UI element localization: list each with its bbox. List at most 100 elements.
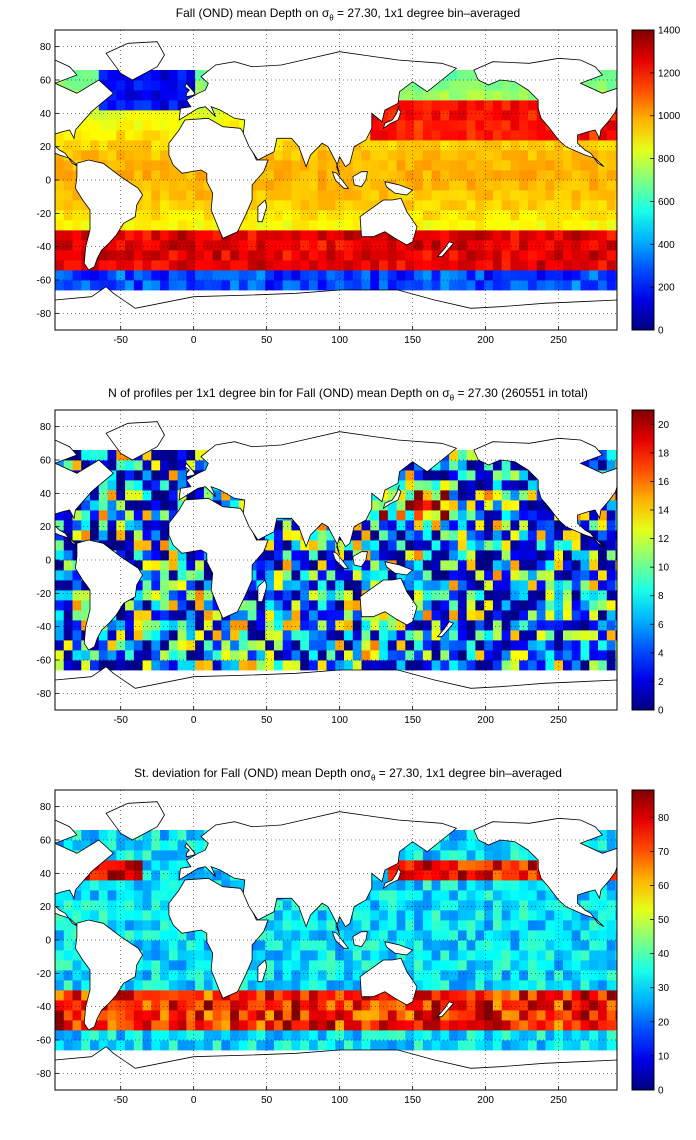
x-tick-label: 250: [550, 715, 567, 726]
y-tick-label: 80: [40, 422, 52, 433]
map-plot: -50 0 50 100 150 200 250806040200-20-40-60-800…: [37, 26, 681, 347]
land-new-guinea: [384, 941, 414, 956]
colorbar-tick-label: 1400: [658, 26, 681, 37]
colorbar-tick-label: 18: [658, 448, 670, 459]
title-subscript: θ: [329, 13, 334, 23]
colorbar-tick-label: 0: [658, 706, 664, 717]
land-new-guinea: [384, 181, 414, 196]
colorbar-tick-label: 10: [658, 1051, 670, 1062]
plot-frame: [54, 789, 618, 1091]
land-new-zealand: [436, 1001, 455, 1018]
coastlines: [55, 421, 617, 710]
map-panel-mean-depth: Fall (OND) mean Depth on σθ = 27.30, 1x1…: [0, 0, 696, 380]
colorbar-tick-label: 0: [658, 326, 664, 337]
grid-lines: [55, 30, 617, 330]
land-sumatra: [331, 551, 350, 569]
colorbar-tick-label: 0: [658, 1086, 664, 1097]
land-eurasia: [178, 431, 458, 556]
land-sumatra: [331, 171, 350, 189]
coastlines: [55, 41, 617, 330]
map-panel-std-deviation: St. deviation for Fall (OND) mean Depth …: [0, 760, 696, 1140]
land-madagascar: [257, 199, 268, 223]
colorbar-tick-label: 14: [658, 506, 670, 517]
x-tick-label: 0: [191, 715, 197, 726]
y-tick-label: -80: [37, 689, 52, 700]
land-eurasia: [178, 51, 458, 176]
x-tick-label: 100: [331, 715, 348, 726]
x-tick-label: 100: [331, 335, 348, 346]
colorbar: [631, 409, 655, 711]
x-tick-label: 150: [404, 335, 421, 346]
colorbar-tick-label: 200: [658, 283, 675, 294]
colorbar-tick-label: 20: [658, 420, 670, 431]
x-tick-label: -50: [113, 715, 128, 726]
map-panel-profile-count: N of profiles per 1x1 degree bin for Fal…: [0, 380, 696, 760]
colorbar-tick-label: 1000: [658, 111, 681, 122]
y-tick-label: -20: [37, 589, 52, 600]
land-madagascar: [257, 579, 268, 603]
plot-frame: [54, 409, 618, 711]
land-borneo: [352, 551, 368, 568]
x-tick-label: 150: [404, 715, 421, 726]
land-south-america: [74, 919, 144, 1031]
x-tick-label: 250: [550, 1095, 567, 1106]
x-tick-label: 50: [261, 1095, 273, 1106]
land-australia: [359, 197, 418, 246]
y-tick-label: 40: [40, 489, 52, 500]
land-new-zealand: [436, 621, 455, 638]
y-tick-label: 20: [40, 142, 52, 153]
y-tick-label: 80: [40, 42, 52, 53]
land-madagascar: [257, 959, 268, 983]
colorbar-tick-label: 600: [658, 197, 675, 208]
land-eurasia: [178, 811, 458, 936]
land-uk: [184, 82, 196, 98]
grid-lines: [55, 790, 617, 1090]
land-south-america: [74, 159, 144, 271]
map-plot: -50 0 50 100 150 200 250806040200-20-40-60-800…: [37, 409, 670, 726]
colorbar-tick-label: 70: [658, 847, 670, 858]
land-japan: [382, 864, 402, 890]
land-japan: [382, 104, 402, 130]
land-new-zealand: [436, 241, 455, 258]
land-north-america: [55, 819, 115, 928]
title-subscript: θ: [370, 773, 376, 783]
x-tick-label: 150: [404, 1095, 421, 1106]
y-tick-label: 80: [40, 802, 52, 813]
land-antarctica: [55, 286, 617, 330]
colorbar-tick-label: 6: [658, 620, 664, 631]
colorbar-tick-label: 16: [658, 477, 670, 488]
y-tick-label: -40: [37, 622, 52, 633]
land-africa: [168, 497, 269, 619]
colorbar-tick-label: 8: [658, 591, 664, 602]
y-tick-label: -40: [37, 1002, 52, 1013]
grid-lines: [55, 410, 617, 710]
x-tick-label: 200: [477, 335, 494, 346]
panel-title: St. deviation for Fall (OND) mean Depth …: [0, 766, 696, 782]
colorbar: [631, 789, 655, 1091]
title-text: St. deviation for Fall (OND) mean Depth …: [134, 766, 371, 780]
x-tick-label: -50: [113, 335, 128, 346]
colorbar-tick-label: 4: [658, 648, 664, 659]
land-north-america: [55, 59, 115, 168]
y-tick-label: -60: [37, 1036, 52, 1047]
x-tick-label: 0: [191, 1095, 197, 1106]
y-tick-label: 60: [40, 76, 52, 87]
land-alaska-east-wrap: [473, 57, 617, 168]
land-australia: [359, 957, 418, 1006]
land-antarctica: [55, 666, 617, 710]
colorbar-tick-label: 1200: [658, 68, 681, 79]
x-tick-label: 250: [550, 335, 567, 346]
land-japan: [382, 484, 402, 510]
panel-title: N of profiles per 1x1 degree bin for Fal…: [0, 386, 696, 402]
x-tick-label: 50: [261, 715, 273, 726]
y-tick-label: -60: [37, 656, 52, 667]
y-tick-label: 20: [40, 522, 52, 533]
land-uk: [184, 462, 196, 478]
land-borneo: [352, 171, 368, 188]
land-alaska-east-wrap: [473, 437, 617, 548]
title-text-suffix: = 27.30 (260551 in total): [454, 386, 588, 400]
title-text: N of profiles per 1x1 degree bin for Fal…: [108, 386, 450, 400]
title-text-suffix: = 27.30, 1x1 degree bin–averaged: [333, 6, 521, 20]
title-text: Fall (OND) mean Depth on σ: [175, 6, 330, 20]
x-tick-label: 50: [261, 335, 273, 346]
